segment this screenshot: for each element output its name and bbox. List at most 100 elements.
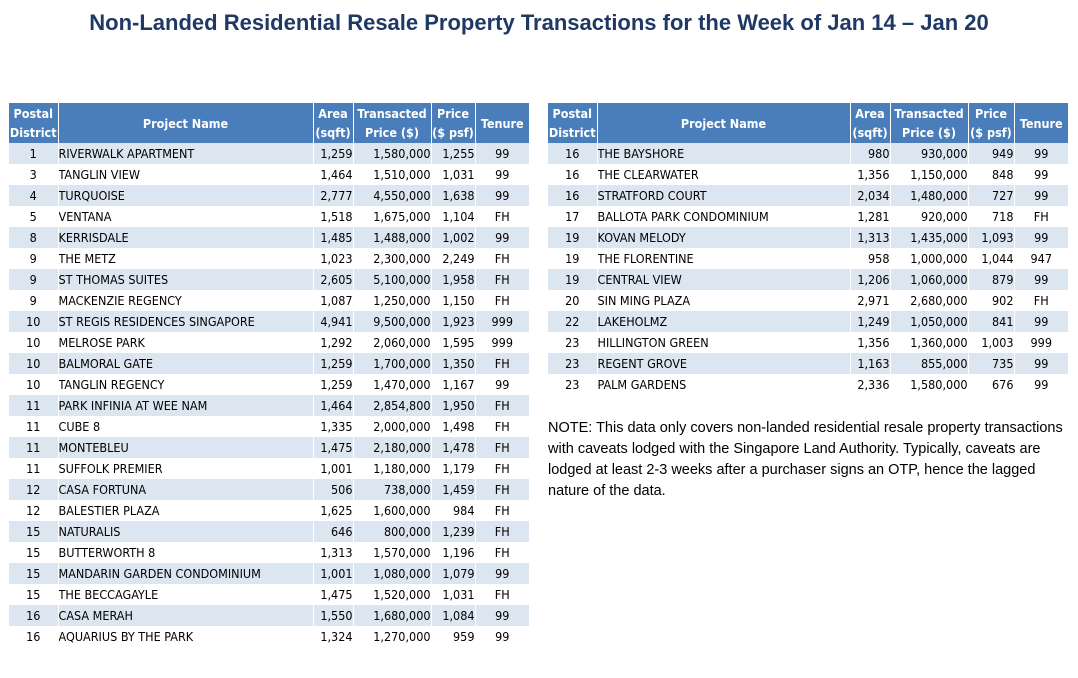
postal-district-cell: 19 <box>548 269 598 290</box>
tenure-cell: 99 <box>475 605 529 626</box>
project-name-cell: CASA MERAH <box>58 605 314 626</box>
price-psf-cell: 1,923 <box>431 311 476 332</box>
postal-district-cell: 16 <box>548 143 598 164</box>
area-cell: 2,605 <box>313 269 354 290</box>
transacted-price-cell: 1,150,000 <box>890 164 969 185</box>
table-body-left: 1 RIVERWALK APARTMENT 1,259 1,580,000 1,255 9… <box>9 143 529 647</box>
area-cell: 980 <box>850 143 891 164</box>
project-name-cell: CENTRAL VIEW <box>597 269 851 290</box>
postal-district-cell: 10 <box>9 332 59 353</box>
price-psf-cell: 1,478 <box>431 437 476 458</box>
transacted-price-cell: 9,500,000 <box>353 311 432 332</box>
tenure-header: Tenure <box>475 103 529 143</box>
price-psf-cell: 735 <box>968 353 1015 374</box>
table-row: 20 SIN MING PLAZA 2,971 2,680,000 902 FH <box>548 290 1068 311</box>
project-name-cell: TANGLIN VIEW <box>58 164 314 185</box>
transactions-table-left: Postal District Project Name Area (sqft) T… <box>9 103 529 647</box>
table-header-row: Postal District Project Name Area (sqft) T… <box>9 103 529 143</box>
transacted-price-cell: 1,680,000 <box>353 605 432 626</box>
transacted-price-cell: 2,300,000 <box>353 248 432 269</box>
price-psf-header: Price ($ psf) <box>968 103 1015 143</box>
price-psf-cell: 1,031 <box>431 584 476 605</box>
area-cell: 1,335 <box>313 416 354 437</box>
project-name-cell: SIN MING PLAZA <box>597 290 851 311</box>
page-title: Non-Landed Residential Resale Property T… <box>89 10 989 35</box>
project-name-cell: MACKENZIE REGENCY <box>58 290 314 311</box>
area-cell: 1,001 <box>313 563 354 584</box>
project-name-cell: MONTEBLEU <box>58 437 314 458</box>
postal-district-cell: 20 <box>548 290 598 311</box>
price-psf-cell: 984 <box>431 500 476 521</box>
transacted-price-cell: 1,000,000 <box>890 248 969 269</box>
area-cell: 1,292 <box>313 332 354 353</box>
postal-district-cell: 11 <box>9 395 59 416</box>
tenure-cell: 99 <box>1014 374 1068 395</box>
area-header: Area (sqft) <box>850 103 891 143</box>
table-row: 15 MANDARIN GARDEN CONDOMINIUM 1,001 1,080,… <box>9 563 529 584</box>
tenure-cell: 99 <box>475 227 529 248</box>
project-name-cell: HILLINGTON GREEN <box>597 332 851 353</box>
project-name-cell: ST THOMAS SUITES <box>58 269 314 290</box>
price-psf-cell: 1,595 <box>431 332 476 353</box>
postal-district-cell: 11 <box>9 437 59 458</box>
transacted-price-cell: 4,550,000 <box>353 185 432 206</box>
transactions-table-right: Postal District Project Name Area (sqft) T… <box>548 103 1068 395</box>
postal-district-cell: 19 <box>548 227 598 248</box>
tenure-cell: FH <box>475 290 529 311</box>
postal-district-cell: 9 <box>9 290 59 311</box>
table-row: 3 TANGLIN VIEW 1,464 1,510,000 1,031 99 <box>9 164 529 185</box>
price-psf-cell: 879 <box>968 269 1015 290</box>
area-cell: 646 <box>313 521 354 542</box>
transacted-price-cell: 1,250,000 <box>353 290 432 311</box>
price-psf-cell: 1,459 <box>431 479 476 500</box>
project-name-cell: REGENT GROVE <box>597 353 851 374</box>
price-psf-cell: 1,079 <box>431 563 476 584</box>
area-cell: 1,163 <box>850 353 891 374</box>
project-name-cell: TURQUOISE <box>58 185 314 206</box>
project-name-cell: VENTANA <box>58 206 314 227</box>
project-name-header: Project Name <box>58 103 314 143</box>
area-cell: 1,485 <box>313 227 354 248</box>
tenure-cell: FH <box>475 416 529 437</box>
tenure-cell: FH <box>475 353 529 374</box>
tenure-cell: FH <box>475 584 529 605</box>
area-cell: 1,259 <box>313 353 354 374</box>
transacted-price-cell: 1,060,000 <box>890 269 969 290</box>
postal-district-cell: 10 <box>9 353 59 374</box>
transacted-price-cell: 2,854,800 <box>353 395 432 416</box>
area-cell: 506 <box>313 479 354 500</box>
area-cell: 2,336 <box>850 374 891 395</box>
postal-district-cell: 16 <box>9 605 59 626</box>
tenure-cell: 99 <box>475 143 529 164</box>
postal-district-cell: 22 <box>548 311 598 332</box>
transacted-price-cell: 1,580,000 <box>890 374 969 395</box>
postal-district-cell: 11 <box>9 416 59 437</box>
project-name-cell: NATURALIS <box>58 521 314 542</box>
table-row: 9 THE METZ 1,023 2,300,000 2,249 FH <box>9 248 529 269</box>
area-cell: 2,971 <box>850 290 891 311</box>
tenure-cell: FH <box>475 206 529 227</box>
project-name-header: Project Name <box>597 103 851 143</box>
price-psf-cell: 718 <box>968 206 1015 227</box>
table-row: 19 CENTRAL VIEW 1,206 1,060,000 879 99 <box>548 269 1068 290</box>
transacted-price-cell: 920,000 <box>890 206 969 227</box>
area-header: Area (sqft) <box>313 103 354 143</box>
table-row: 10 ST REGIS RESIDENCES SINGAPORE 4,941 9,50… <box>9 311 529 332</box>
price-psf-cell: 1,002 <box>431 227 476 248</box>
project-name-cell: BALLOTA PARK CONDOMINIUM <box>597 206 851 227</box>
project-name-cell: THE BECCAGAYLE <box>58 584 314 605</box>
table-row: 15 NATURALIS 646 800,000 1,239 FH <box>9 521 529 542</box>
table-row: 10 BALMORAL GATE 1,259 1,700,000 1,350 FH <box>9 353 529 374</box>
tenure-cell: 999 <box>475 311 529 332</box>
table-body-right: 16 THE BAYSHORE 980 930,000 949 99 16 THE CLEAR… <box>548 143 1068 395</box>
area-cell: 1,464 <box>313 164 354 185</box>
tenure-cell: FH <box>475 248 529 269</box>
table-row: 4 TURQUOISE 2,777 4,550,000 1,638 99 <box>9 185 529 206</box>
tenure-cell: 99 <box>1014 227 1068 248</box>
postal-district-cell: 17 <box>548 206 598 227</box>
tenure-cell: 99 <box>1014 269 1068 290</box>
price-psf-cell: 1,196 <box>431 542 476 563</box>
price-psf-cell: 1,255 <box>431 143 476 164</box>
price-psf-cell: 727 <box>968 185 1015 206</box>
price-psf-cell: 676 <box>968 374 1015 395</box>
